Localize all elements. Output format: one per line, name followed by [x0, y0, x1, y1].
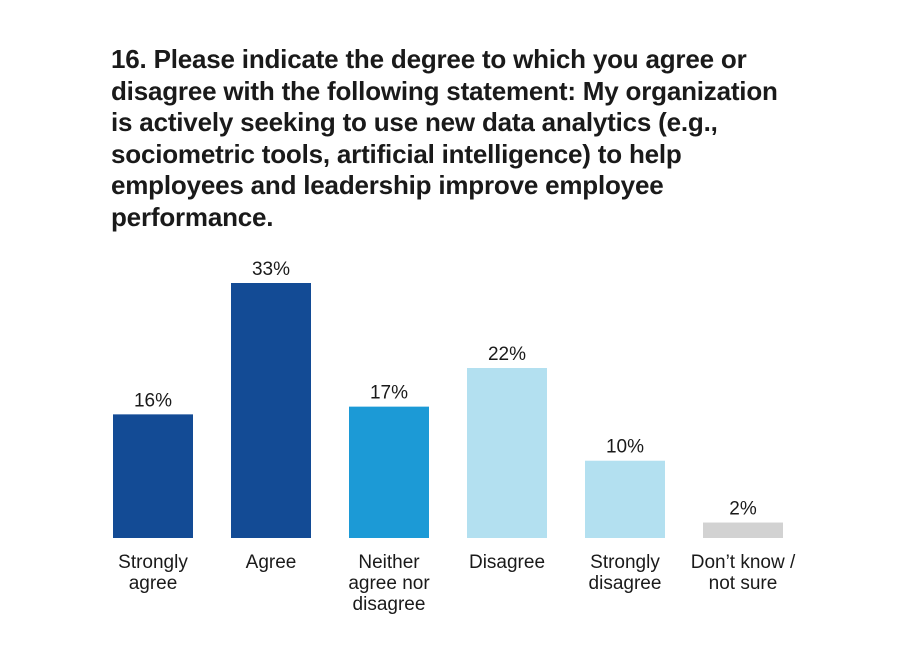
- category-label-1-line-2: agree: [129, 573, 178, 594]
- value-label-5: 10%: [606, 437, 644, 458]
- category-label-5-line-2: disagree: [589, 573, 662, 594]
- chart-title: 16. Please indicate the degree to which …: [111, 44, 791, 233]
- category-label-5: Strongly disagree: [589, 552, 662, 594]
- category-label-6-line-1: Don’t know /: [691, 552, 796, 573]
- value-label-4: 22%: [488, 344, 526, 365]
- title-line-3: is actively seeking to use new data anal…: [111, 107, 718, 137]
- category-label-3-line-2: agree nor: [348, 573, 430, 594]
- category-label-6: Don’t know / not sure: [691, 552, 796, 594]
- category-label-4-line-1: Disagree: [469, 552, 545, 573]
- value-label-6: 2%: [729, 499, 757, 520]
- category-label-4: Disagree: [469, 552, 545, 573]
- bar-2: [231, 283, 311, 538]
- category-label-5-line-1: Strongly: [590, 552, 660, 573]
- title-line-2: disagree with the following statement: M…: [111, 75, 778, 106]
- category-label-1: Strongly agree: [118, 552, 188, 594]
- value-label-1: 16%: [134, 390, 172, 411]
- category-label-1-line-1: Strongly: [118, 552, 188, 573]
- category-label-2: Agree: [246, 552, 297, 573]
- category-label-3-line-3: disagree: [353, 594, 426, 615]
- title-line-4: sociometric tools, artificial intelligen…: [111, 138, 682, 169]
- bar-4: [467, 368, 547, 538]
- category-label-3-line-1: Neither: [358, 552, 420, 573]
- category-label-2-line-1: Agree: [246, 552, 297, 573]
- title-line-6: performance.: [111, 201, 274, 232]
- bar-6: [703, 522, 783, 538]
- category-label-3: Neither agree nor disagree: [348, 552, 430, 615]
- category-label-6-line-2: not sure: [709, 573, 778, 594]
- bar-3: [349, 406, 429, 538]
- bar-1: [113, 414, 193, 538]
- value-label-2: 33%: [252, 259, 290, 280]
- value-label-3: 17%: [370, 383, 408, 404]
- title-line-5: employees and leadership improve employe…: [111, 170, 664, 200]
- bar-5: [585, 460, 665, 538]
- title-line-1: 16. Please indicate the degree to which …: [111, 44, 747, 74]
